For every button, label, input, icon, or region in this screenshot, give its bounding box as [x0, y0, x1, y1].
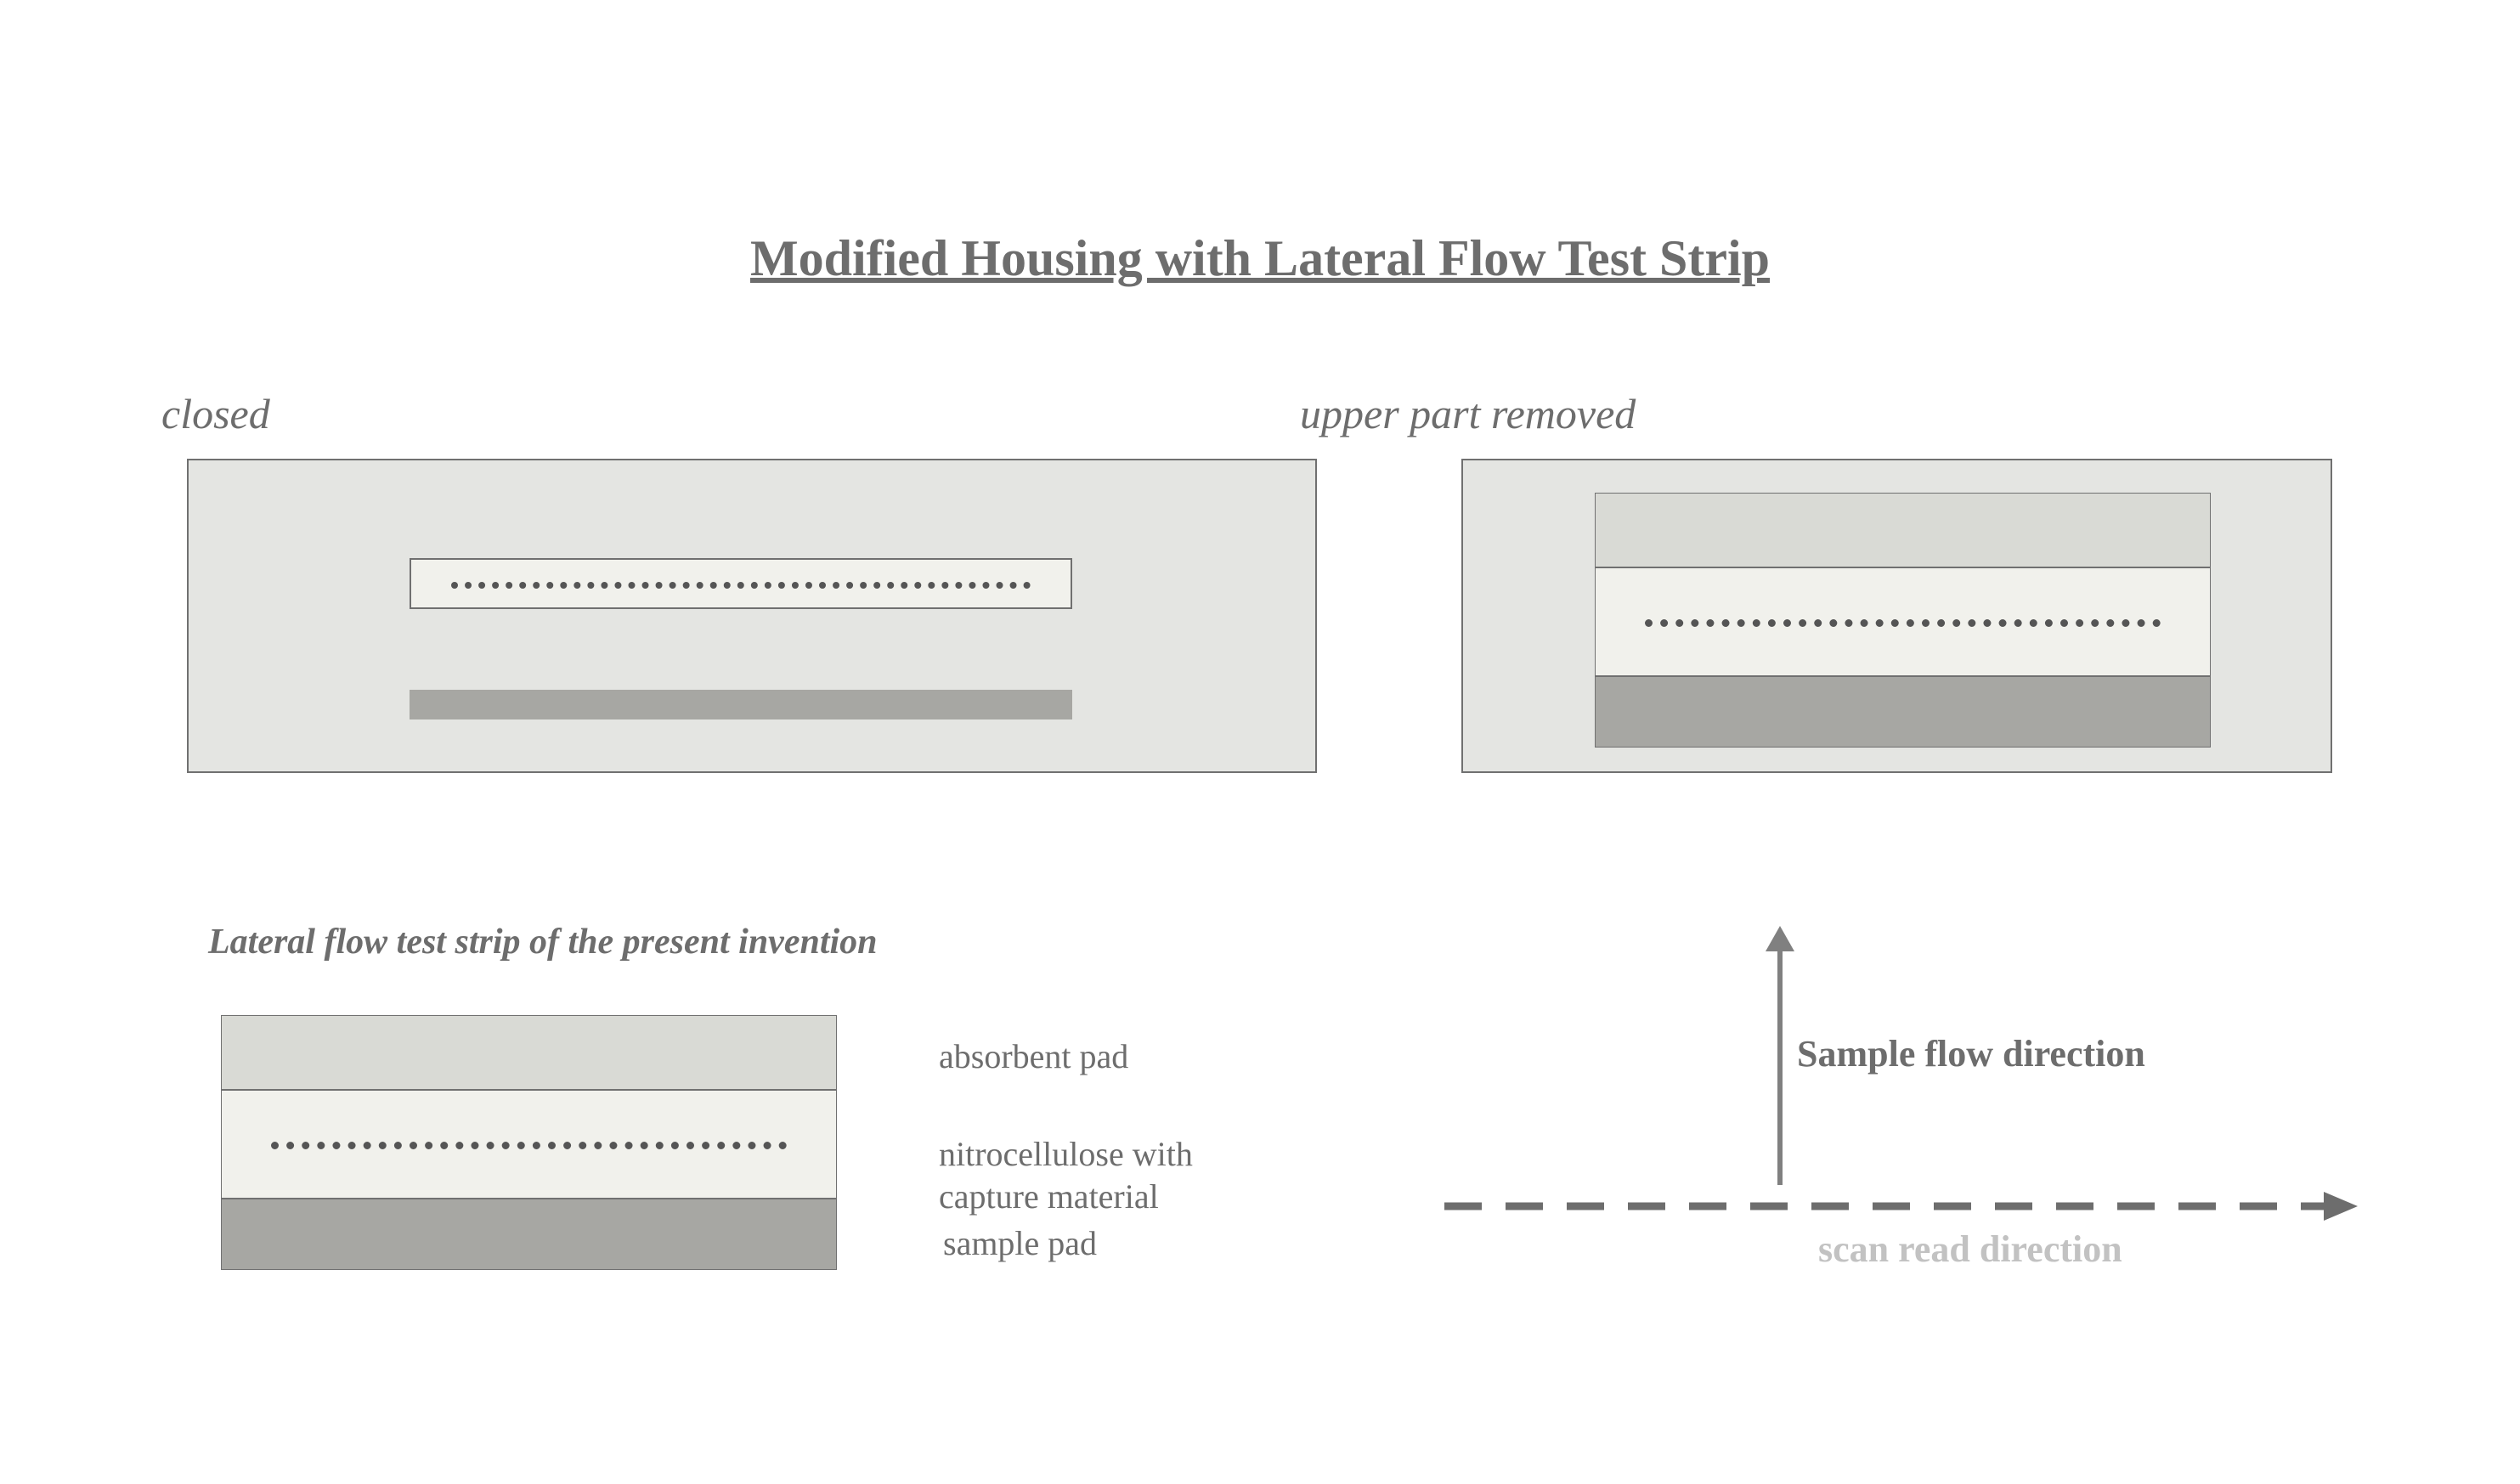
capture-line-dots	[451, 582, 1031, 589]
detection-window	[410, 558, 1072, 609]
closed-label: closed	[161, 389, 270, 438]
diagram-root: Modified Housing with Lateral Flow Test …	[0, 0, 2520, 1484]
absorbent-pad-label: absorbent pad	[939, 1036, 1128, 1076]
nitrocellulose-label-line2: capture material	[939, 1176, 1159, 1216]
sample-pad-layer	[1596, 677, 2210, 747]
capture-line-dots	[1645, 619, 2161, 627]
sample-flow-arrow-icon	[1750, 922, 1810, 1193]
detail-test-strip	[221, 1015, 837, 1270]
sample-slot	[410, 690, 1072, 719]
absorbent-pad-layer	[222, 1016, 836, 1091]
open-housing-panel	[1461, 459, 2332, 773]
test-strip-in-housing	[1595, 493, 2211, 748]
sample-pad-layer	[222, 1199, 836, 1269]
nitrocellulose-layer	[222, 1091, 836, 1199]
closed-housing-panel	[187, 459, 1317, 773]
detail-strip-caption: Lateral flow test strip of the present i…	[208, 922, 878, 962]
scan-read-direction-label: scan read direction	[1818, 1227, 2122, 1271]
absorbent-pad-layer	[1596, 494, 2210, 568]
capture-line-dots	[271, 1142, 787, 1149]
scan-read-arrow-icon	[1444, 1185, 2362, 1227]
nitrocellulose-label-line1: nitrocellulose with	[939, 1134, 1193, 1174]
upper-removed-label: upper part removed	[1300, 389, 1636, 438]
sample-flow-direction-label: Sample flow direction	[1797, 1032, 2145, 1075]
figure-title: Modified Housing with Lateral Flow Test …	[0, 229, 2520, 288]
sample-pad-label: sample pad	[943, 1223, 1097, 1263]
nitrocellulose-layer	[1596, 568, 2210, 676]
